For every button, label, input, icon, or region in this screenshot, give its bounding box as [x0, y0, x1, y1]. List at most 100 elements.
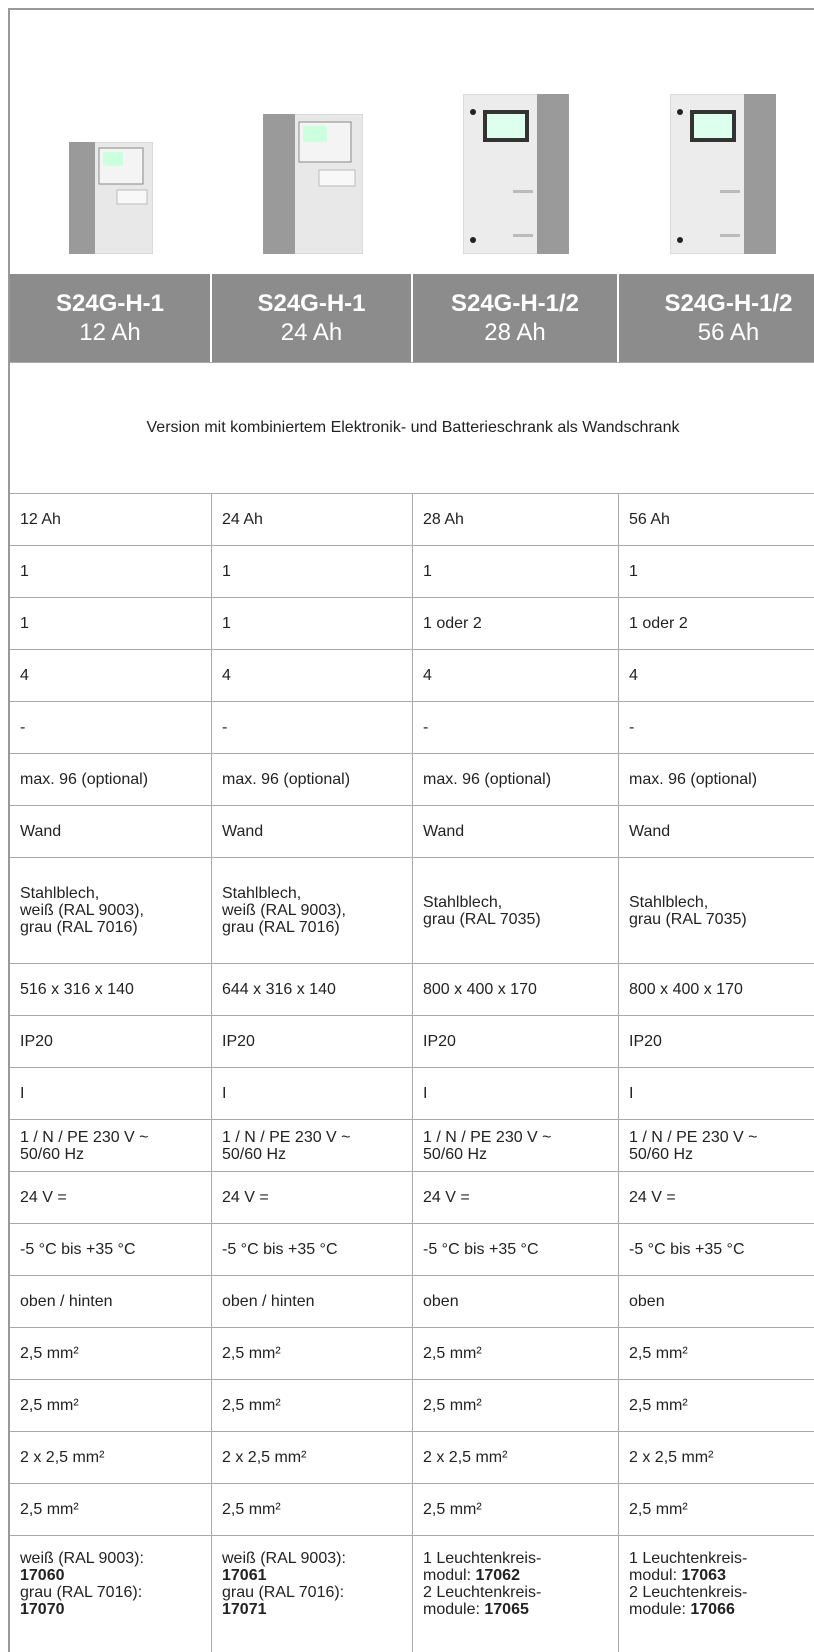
- table-cell: I: [212, 1068, 413, 1119]
- table-cell: 24 V =: [619, 1172, 814, 1223]
- table-cell: Stahlblech, grau (RAL 7035): [413, 858, 619, 963]
- capacity: 24 Ah: [280, 319, 343, 346]
- table-cell: Stahlblech, grau (RAL 7035): [619, 858, 814, 963]
- table-cell: 1 / N / PE 230 V ~ 50/60 Hz: [212, 1120, 413, 1171]
- order-code: 17061: [222, 1567, 267, 1584]
- model-name: S24G-H-1/2: [664, 290, 793, 317]
- image-row: [10, 10, 814, 274]
- capacity: 56 Ah: [697, 319, 760, 346]
- table-cell: 644 x 316 x 140: [212, 964, 413, 1015]
- order-cell: weiß (RAL 9003): 17061 grau (RAL 7016): 1…: [212, 1536, 413, 1652]
- table-row: 12 Ah 24 Ah 28 Ah 56 Ah: [10, 494, 814, 546]
- model-name: S24G-H-1: [257, 290, 366, 317]
- table-cell: 1: [212, 598, 413, 649]
- table-cell: -: [212, 702, 413, 753]
- table-cell: 2,5 mm²: [212, 1484, 413, 1535]
- table-cell: 516 x 316 x 140: [10, 964, 212, 1015]
- table-row: oben / hinten oben / hinten oben oben: [10, 1276, 814, 1328]
- table-row: Wand Wand Wand Wand: [10, 806, 814, 858]
- description: Version mit kombiniertem Elektronik- und…: [10, 363, 814, 494]
- order-label: 2 Leuchtenkreis- module:: [423, 1584, 542, 1618]
- table-row: 24 V = 24 V = 24 V = 24 V =: [10, 1172, 814, 1224]
- table-cell: 2 x 2,5 mm²: [619, 1432, 814, 1483]
- table-cell: 1: [10, 598, 212, 649]
- table-row: max. 96 (optional) max. 96 (optional) max.…: [10, 754, 814, 806]
- header-cell: S24G-H-1 24 Ah: [212, 274, 413, 362]
- table-row: ----: [10, 702, 814, 754]
- table-row: 2,5 mm² 2,5 mm² 2,5 mm² 2,5 mm²: [10, 1380, 814, 1432]
- table-cell: 28 Ah: [413, 494, 619, 545]
- table-cell: 24 V =: [212, 1172, 413, 1223]
- table-cell: 1 oder 2: [619, 598, 814, 649]
- table-cell: 2,5 mm²: [619, 1328, 814, 1379]
- table-cell: 2,5 mm²: [413, 1484, 619, 1535]
- table-cell: 2,5 mm²: [10, 1328, 212, 1379]
- order-label: 1 Leuchtenkreis- modul:: [423, 1550, 542, 1584]
- order-label: grau (RAL 7016):: [20, 1584, 143, 1601]
- table-cell: 4: [619, 650, 814, 701]
- order-label: 2 Leuchtenkreis- module:: [629, 1584, 748, 1618]
- table-row: 1 / N / PE 230 V ~ 50/60 Hz 1 / N / PE 23…: [10, 1120, 814, 1172]
- order-label: grau (RAL 7016):: [222, 1584, 345, 1601]
- table-cell: 4: [413, 650, 619, 701]
- table-cell: IP20: [212, 1016, 413, 1067]
- table-cell: max. 96 (optional): [10, 754, 212, 805]
- order-code: 17063: [681, 1567, 726, 1584]
- table-cell: 1 oder 2: [413, 598, 619, 649]
- table-cell: I: [10, 1068, 212, 1119]
- table-cell: 1: [212, 546, 413, 597]
- order-label: weiß (RAL 9003):: [20, 1550, 144, 1567]
- order-code: 17062: [475, 1567, 520, 1584]
- table-cell: 2,5 mm²: [619, 1484, 814, 1535]
- product-image: [669, 94, 776, 254]
- table-cell: IP20: [413, 1016, 619, 1067]
- table-cell: Stahlblech, weiß (RAL 9003), grau (RAL 7…: [10, 858, 212, 963]
- header-cell: S24G-H-1 12 Ah: [10, 274, 212, 362]
- table-row: -5 °C bis +35 °C -5 °C bis +35 °C -5 °C bi…: [10, 1224, 814, 1276]
- table-cell: oben: [413, 1276, 619, 1327]
- table-row: Stahlblech, weiß (RAL 9003), grau (RAL 7…: [10, 858, 814, 964]
- order-label: weiß (RAL 9003):: [222, 1550, 346, 1567]
- table-row: 2,5 mm² 2,5 mm² 2,5 mm² 2,5 mm²: [10, 1328, 814, 1380]
- table-cell: Wand: [619, 806, 814, 857]
- order-code: 17070: [20, 1601, 65, 1618]
- table-cell: 1 / N / PE 230 V ~ 50/60 Hz: [10, 1120, 212, 1171]
- table-cell: Wand: [413, 806, 619, 857]
- table-cell: 24 V =: [413, 1172, 619, 1223]
- table-cell: 2 x 2,5 mm²: [413, 1432, 619, 1483]
- table-cell: -: [619, 702, 814, 753]
- table-cell: 1 / N / PE 230 V ~ 50/60 Hz: [413, 1120, 619, 1171]
- table: S24G-H-1 12 Ah S24G-H-1 24 Ah S24G-H-1/2 28 A…: [8, 8, 814, 1652]
- order-cell: 1 Leuchtenkreis- modul: 17062 2 Leuchtenk…: [413, 1536, 619, 1652]
- table-cell: I: [619, 1068, 814, 1119]
- table-cell: Wand: [212, 806, 413, 857]
- image-cell: [413, 10, 619, 274]
- header-row: S24G-H-1 12 Ah S24G-H-1 24 Ah S24G-H-1/2 28 A…: [10, 274, 814, 363]
- table-cell: -: [10, 702, 212, 753]
- table-row: 2,5 mm² 2,5 mm² 2,5 mm² 2,5 mm²: [10, 1484, 814, 1536]
- order-code: 17071: [222, 1601, 267, 1618]
- table-cell: IP20: [619, 1016, 814, 1067]
- table-cell: 2,5 mm²: [10, 1380, 212, 1431]
- table-cell: 2 x 2,5 mm²: [212, 1432, 413, 1483]
- table-cell: oben / hinten: [10, 1276, 212, 1327]
- table-cell: 4: [212, 650, 413, 701]
- table-cell: -5 °C bis +35 °C: [10, 1224, 212, 1275]
- table-cell: 2,5 mm²: [619, 1380, 814, 1431]
- table-cell: 2,5 mm²: [212, 1380, 413, 1431]
- header-cell: S24G-H-1/2 28 Ah: [413, 274, 619, 362]
- table-cell: -5 °C bis +35 °C: [413, 1224, 619, 1275]
- product-image: [262, 114, 363, 254]
- table-cell: max. 96 (optional): [413, 754, 619, 805]
- table-cell: 56 Ah: [619, 494, 814, 545]
- product-image: [463, 94, 569, 254]
- table-cell: 2,5 mm²: [413, 1328, 619, 1379]
- table-cell: 2,5 mm²: [10, 1484, 212, 1535]
- table-cell: Stahlblech, weiß (RAL 9003), grau (RAL 7…: [212, 858, 413, 963]
